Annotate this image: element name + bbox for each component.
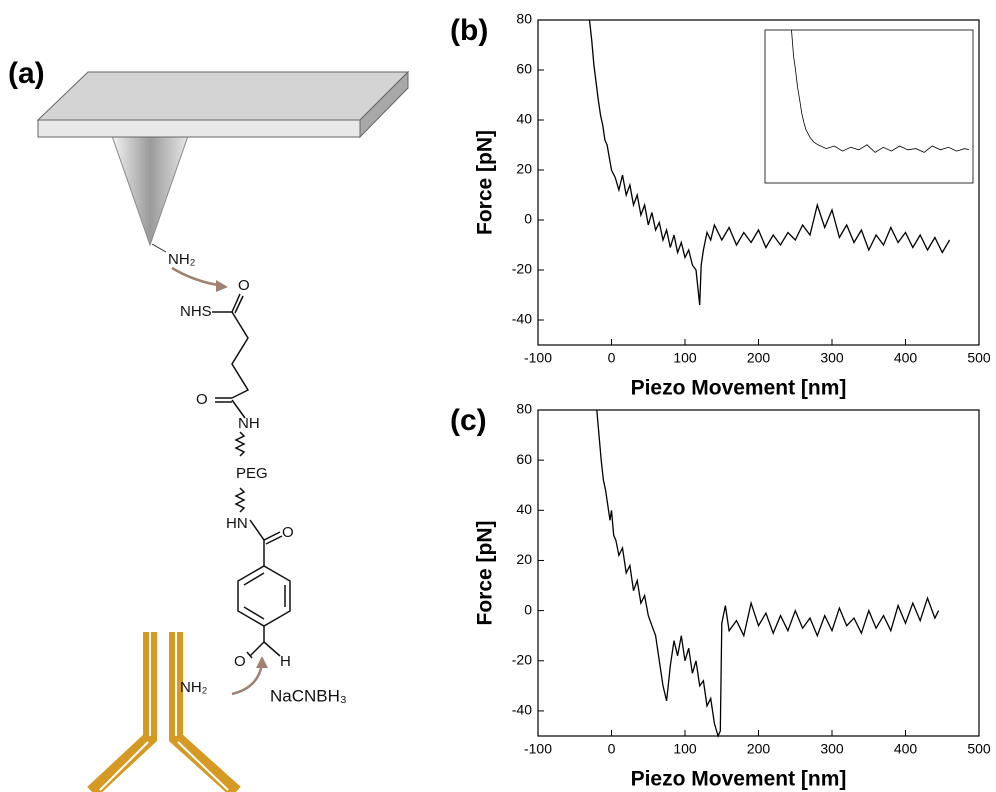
chem-label: O bbox=[238, 277, 250, 294]
panel-label: (a) bbox=[8, 57, 45, 90]
x-axis-title: Piezo Movement [nm] bbox=[631, 377, 847, 400]
y-tick-label: 60 bbox=[516, 61, 532, 77]
chart: -100 0 100 200 300 400 500 -40 -20 0 20 40 60 80 Piezo… bbox=[450, 401, 991, 791]
y-tick-label: -20 bbox=[512, 261, 532, 277]
y-tick-label: 20 bbox=[516, 161, 532, 177]
x-tick-label: 300 bbox=[820, 350, 844, 366]
x-tick-label: 0 bbox=[608, 350, 616, 366]
x-tick-label: 100 bbox=[673, 350, 697, 366]
y-axis-title: Force [pN] bbox=[474, 521, 497, 626]
arrow-head bbox=[216, 280, 228, 292]
y-tick-label: 40 bbox=[516, 501, 532, 517]
data-line bbox=[596, 409, 940, 738]
x-tick-label: 400 bbox=[894, 350, 918, 366]
x-tick-label: 300 bbox=[820, 741, 844, 757]
chem-label: O bbox=[282, 524, 294, 541]
chem-label: NH₂ bbox=[180, 679, 208, 696]
cantilever-top bbox=[36, 71, 410, 121]
chem-label: NHS bbox=[180, 303, 212, 320]
chem-label: O bbox=[196, 391, 208, 408]
y-tick-label: 0 bbox=[524, 211, 532, 227]
chem-label: NaCNBH₃ bbox=[270, 686, 347, 705]
data-line bbox=[588, 19, 951, 306]
y-axis-title: Force [pN] bbox=[474, 130, 497, 235]
bond bbox=[151, 243, 167, 253]
plot-frame bbox=[537, 19, 980, 346]
chem-label: NH bbox=[238, 415, 260, 432]
plot-frame bbox=[764, 29, 974, 184]
y-tick-label: 40 bbox=[516, 111, 532, 127]
afm-tip bbox=[111, 135, 189, 247]
chem-label: NH₂ bbox=[168, 251, 196, 268]
antibody bbox=[87, 632, 241, 792]
arrow-head bbox=[256, 656, 268, 668]
x-tick-label: 0 bbox=[608, 741, 616, 757]
x-tick-label: -100 bbox=[524, 741, 552, 757]
y-tick-label: 80 bbox=[516, 401, 532, 417]
x-tick-label: -100 bbox=[524, 350, 552, 366]
chem-label: HN bbox=[226, 515, 248, 532]
x-tick-label: 200 bbox=[747, 350, 771, 366]
chart: -100 0 100 200 300 400 500 -40 -20 0 20 40 60 80 Piezo… bbox=[450, 11, 991, 400]
x-tick-label: 100 bbox=[673, 741, 697, 757]
y-tick-label: 0 bbox=[524, 601, 532, 617]
cantilever-side bbox=[359, 70, 409, 139]
y-tick-label: -20 bbox=[512, 651, 532, 667]
y-tick-label: 60 bbox=[516, 451, 532, 467]
y-tick-label: -40 bbox=[512, 311, 532, 327]
chem-label: H bbox=[280, 653, 291, 670]
x-tick-label: 500 bbox=[967, 350, 991, 366]
x-tick-label: 500 bbox=[967, 741, 991, 757]
molecule-bonds bbox=[212, 293, 291, 659]
y-tick-label: 20 bbox=[516, 551, 532, 567]
x-tick-label: 400 bbox=[894, 741, 918, 757]
chem-label: O bbox=[234, 653, 246, 670]
panel-label: (b) bbox=[450, 14, 488, 47]
data-line bbox=[791, 29, 970, 153]
chem-label: PEG bbox=[236, 465, 268, 482]
x-axis-title: Piezo Movement [nm] bbox=[631, 768, 847, 791]
panel-a: (a) NH₂ NHS O O NH PEG HN O bbox=[8, 57, 410, 792]
plot-frame bbox=[537, 409, 980, 737]
chart bbox=[764, 29, 974, 184]
cantilever-front bbox=[37, 119, 361, 138]
y-tick-label: -40 bbox=[512, 702, 532, 718]
y-tick-label: 80 bbox=[516, 11, 532, 27]
panel-label: (c) bbox=[450, 404, 487, 437]
x-tick-label: 200 bbox=[747, 741, 771, 757]
